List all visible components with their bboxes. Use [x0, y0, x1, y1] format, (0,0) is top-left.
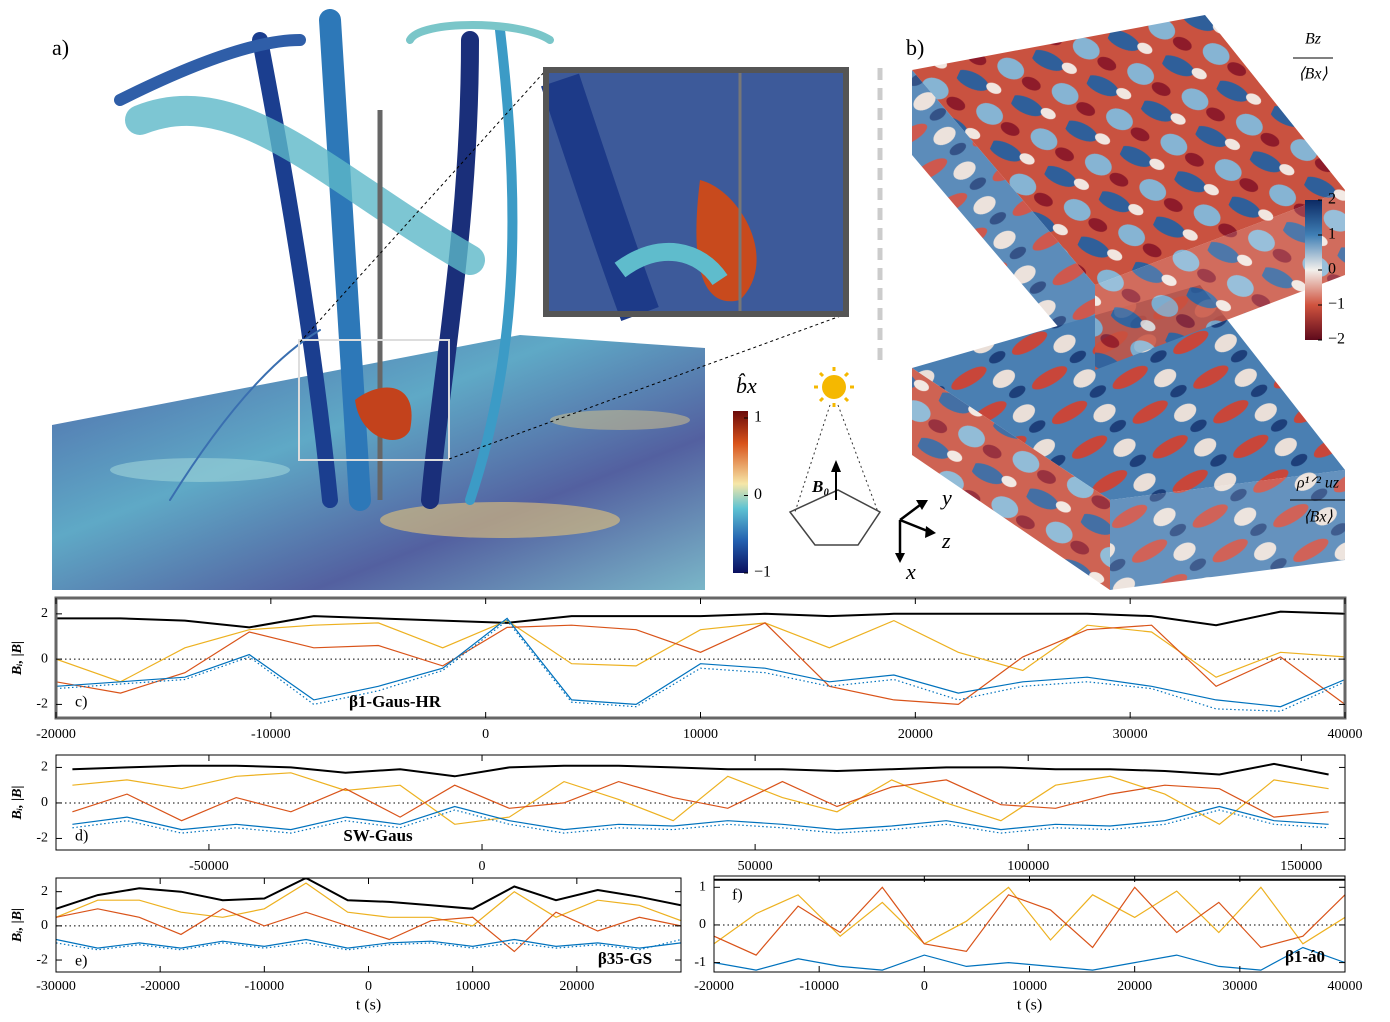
- y-tick-label: 0: [41, 651, 48, 666]
- y-tick-label: -1: [694, 955, 706, 970]
- label-numerator: ρ¹ᐟ² uz: [1296, 475, 1340, 492]
- annotation: β1-Gaus-HR: [349, 692, 442, 711]
- series-line: [56, 619, 1345, 712]
- x-tick-label: 0: [921, 979, 928, 994]
- x-tick-label: 20000: [898, 727, 933, 742]
- plot-area: [56, 598, 1345, 718]
- x-tick-label: 30000: [1113, 727, 1148, 742]
- label-denominator: ⟨Bx⟩: [1303, 509, 1333, 526]
- lines: [72, 762, 1329, 834]
- x-tick-label: 40000: [1328, 979, 1363, 994]
- series-line: [72, 762, 1329, 778]
- panel-label: e): [75, 953, 87, 970]
- panel-b-render: [912, 15, 1345, 590]
- y-axis-label: Bᵢ, |B|: [10, 908, 25, 943]
- series-line: [56, 619, 1345, 683]
- y-axis-label: Bᵢ, |B|: [10, 641, 25, 676]
- x-tick-label: -50000: [189, 859, 229, 874]
- field-label: B₀: [811, 477, 829, 496]
- axis-name: y: [940, 485, 952, 510]
- series-line: [56, 938, 681, 951]
- panel-label: f): [732, 887, 743, 904]
- colorbar-tick-label: 0: [754, 486, 762, 503]
- colorbar-tick-label: 1: [754, 409, 762, 426]
- x-tick-label: 20000: [559, 979, 594, 994]
- colorbar-tick-label: 0: [1328, 261, 1336, 278]
- series-line: [714, 886, 1345, 956]
- series-line: [56, 908, 681, 953]
- x-tick-label: 50000: [738, 859, 773, 874]
- x-tick-label: 0: [482, 727, 489, 742]
- y-tick-label: -2: [36, 697, 48, 712]
- diagram: [788, 68, 936, 563]
- x-tick-label: 0: [479, 859, 486, 874]
- series-line: [56, 878, 681, 910]
- panel-a-render: [52, 9, 849, 590]
- panel-label: b): [906, 35, 924, 60]
- y-tick-label: 0: [41, 795, 48, 810]
- y-tick-label: 0: [41, 918, 48, 933]
- annotation: β35-GS: [598, 949, 652, 968]
- annotation: SW-Gaus: [343, 826, 413, 845]
- lines: [56, 610, 1345, 712]
- series-line: [56, 882, 681, 927]
- colorbar-tick-label: 1: [1328, 226, 1336, 243]
- series-line: [56, 938, 681, 949]
- x-tick-label: -10000: [799, 979, 839, 994]
- y-tick-label: 0: [699, 917, 706, 932]
- x-tick-label: 100000: [1007, 859, 1049, 874]
- colorbar-tick-label: −1: [754, 564, 771, 581]
- y-tick-label: 2: [41, 884, 48, 899]
- x-tick-label: -10000: [244, 979, 284, 994]
- colorbar-label: b̂x: [736, 373, 757, 398]
- series-line: [56, 617, 1345, 708]
- x-tick-label: 10000: [683, 727, 718, 742]
- y-tick-label: -2: [36, 831, 48, 846]
- colorbar-tick-label: −1: [1328, 296, 1345, 313]
- colorbar-tick-label: 2: [1328, 191, 1336, 208]
- series-line: [56, 610, 1345, 629]
- x-axis-label: t (s): [1017, 997, 1042, 1014]
- y-axis-label: Bᵢ, |B|: [10, 785, 25, 820]
- x-tick-label: 10000: [1012, 979, 1047, 994]
- series-line: [714, 886, 1345, 945]
- annotation: β1-á0: [1285, 947, 1325, 966]
- series-line: [56, 622, 1345, 706]
- x-tick-label: 40000: [1328, 727, 1363, 742]
- x-tick-label: -20000: [694, 979, 734, 994]
- x-tick-label: -30000: [36, 979, 76, 994]
- panel-label: d): [75, 828, 88, 845]
- axis-name: z: [941, 528, 951, 553]
- panel-label: a): [52, 35, 69, 60]
- label-numerator: Bz: [1305, 31, 1322, 48]
- x-tick-label: 20000: [1117, 979, 1152, 994]
- plot-area: [56, 878, 681, 972]
- label-denominator: ⟨Bx⟩: [1298, 66, 1328, 83]
- x-tick-label: -20000: [140, 979, 180, 994]
- x-tick-label: 0: [365, 979, 372, 994]
- plot-area: [714, 876, 1345, 972]
- series-line: [72, 805, 1329, 831]
- series-line: [72, 779, 1329, 822]
- x-tick-label: -10000: [251, 727, 291, 742]
- y-tick-label: 1: [699, 880, 706, 895]
- panel-label: c): [75, 694, 87, 711]
- x-tick-label: 30000: [1222, 979, 1257, 994]
- x-tick-label: 150000: [1280, 859, 1322, 874]
- y-tick-label: -2: [36, 952, 48, 967]
- y-tick-label: 2: [41, 606, 48, 621]
- x-tick-label: 10000: [455, 979, 490, 994]
- x-tick-label: -20000: [36, 727, 76, 742]
- lines: [56, 878, 681, 953]
- x-axis-label: t (s): [356, 997, 381, 1014]
- colorbar-tick-label: −2: [1328, 331, 1345, 348]
- y-tick-label: 2: [41, 760, 48, 775]
- series-line: [72, 772, 1329, 826]
- axis-name: x: [905, 559, 916, 584]
